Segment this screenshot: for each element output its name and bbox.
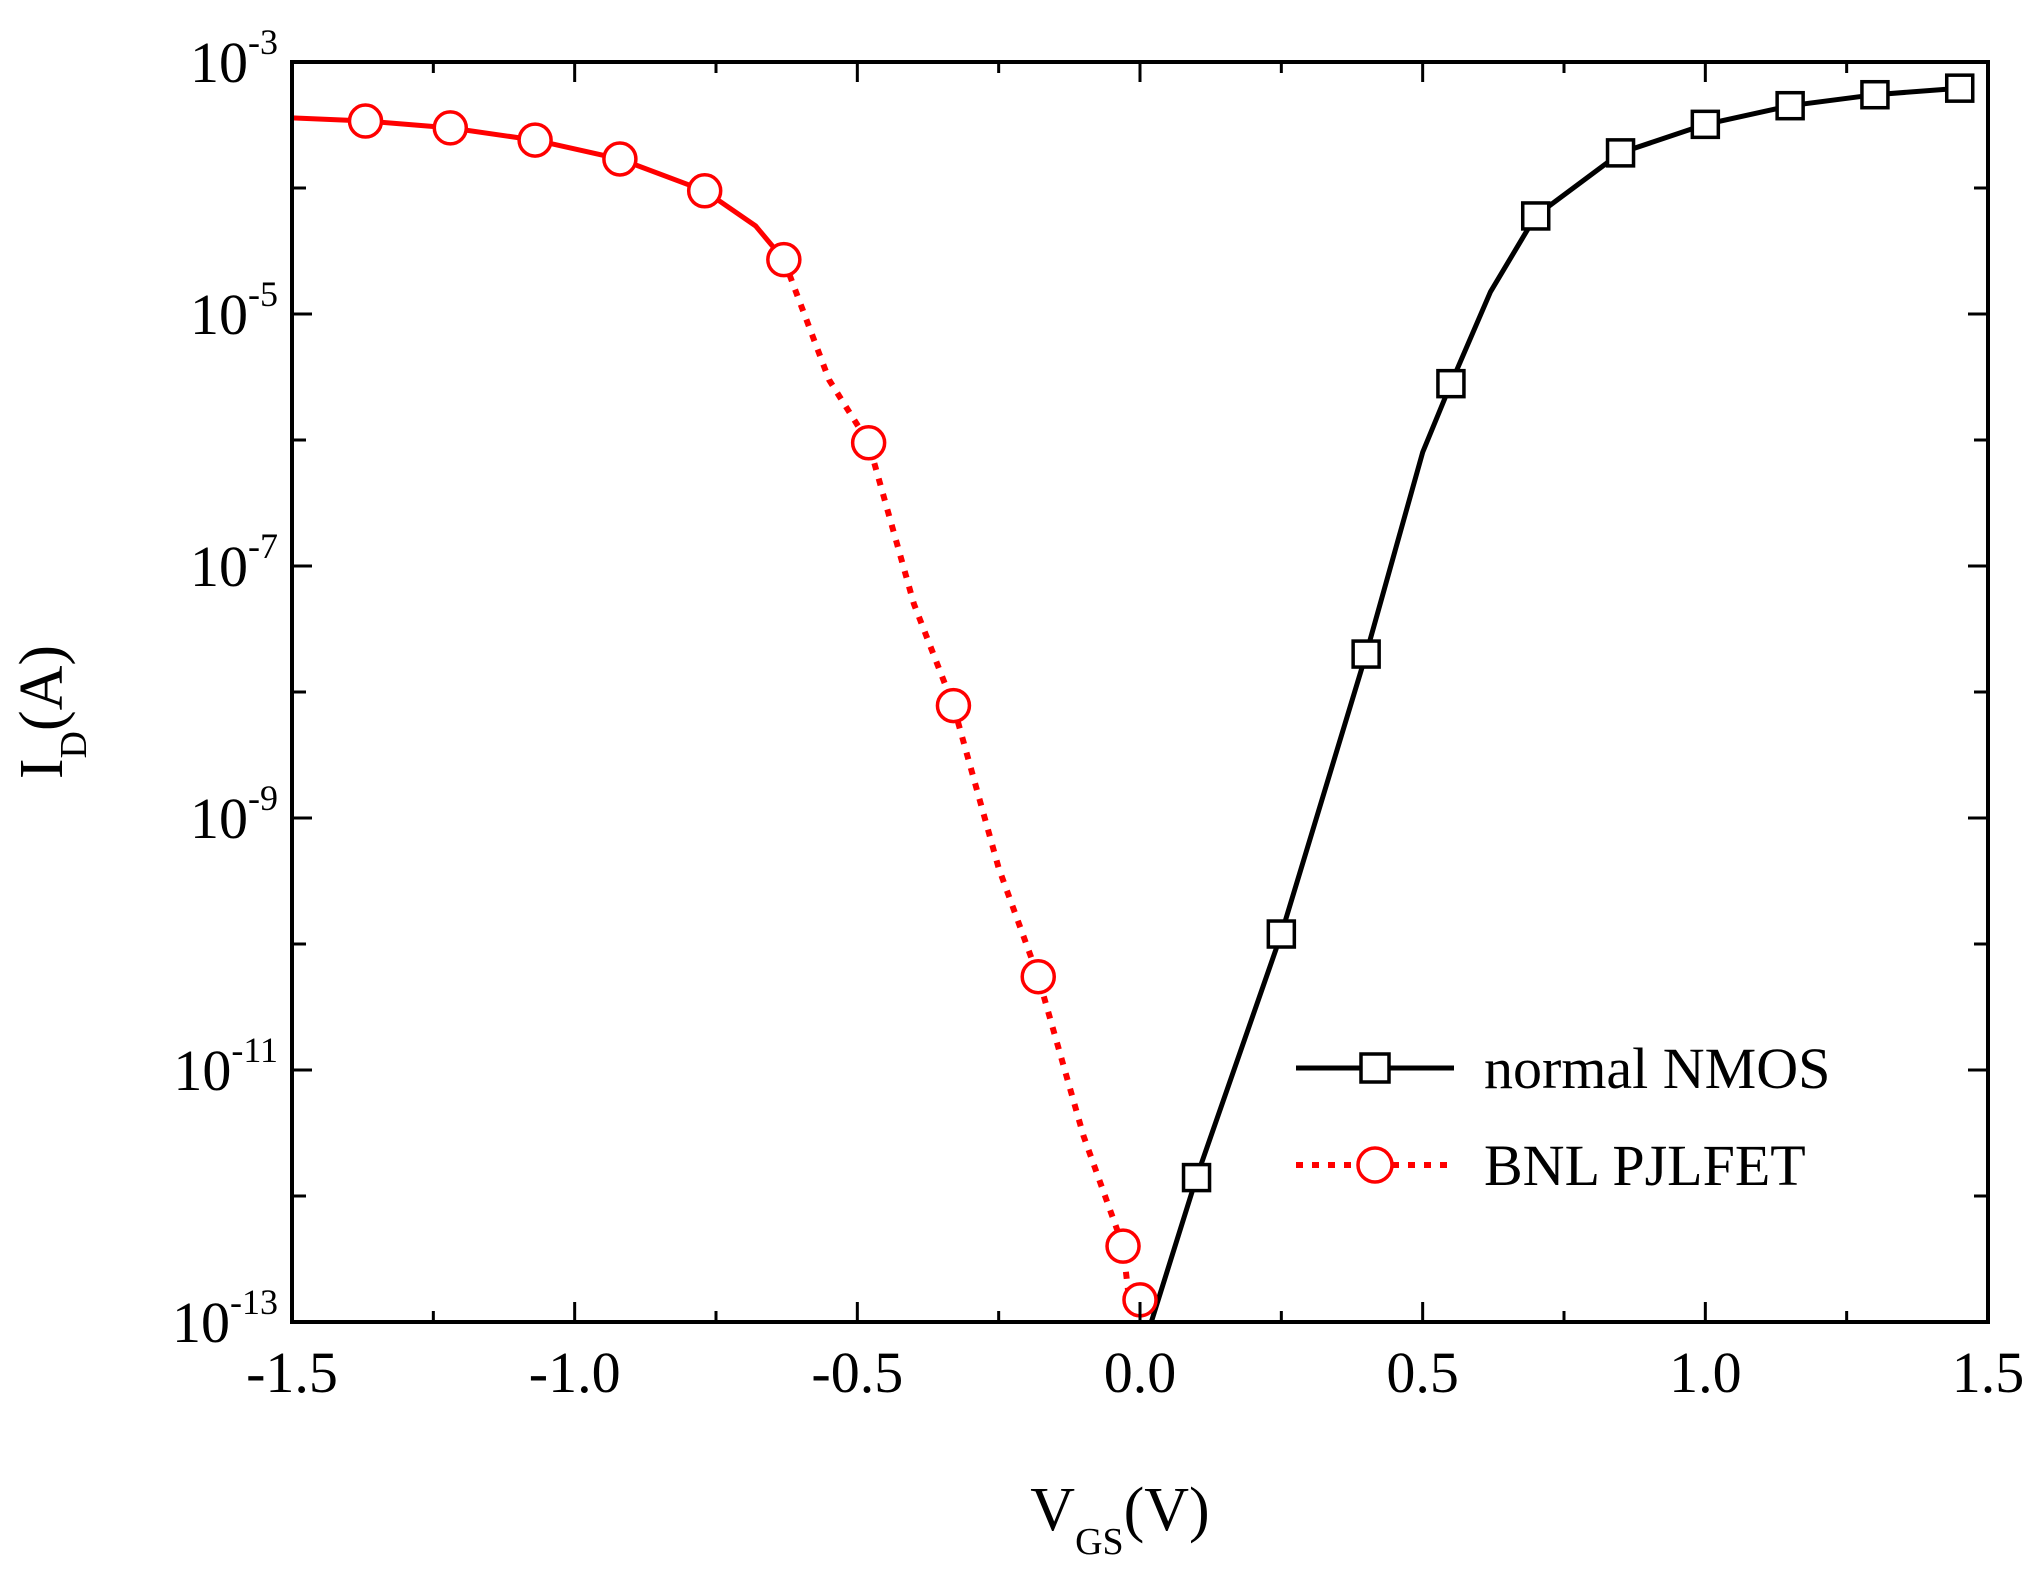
data-point — [1690, 109, 1721, 140]
data-point — [1020, 958, 1056, 995]
series-normal-nmos — [1148, 73, 1975, 1323]
x-tick-label: 0.5 — [1386, 1340, 1459, 1405]
plot-area — [291, 73, 1975, 1323]
y-tick-base: 10 — [173, 1038, 231, 1103]
legend-label: BNL PJLFET — [1484, 1133, 1806, 1198]
data-point — [1181, 1162, 1212, 1193]
legend-item: normal NMOS — [1296, 1036, 1830, 1101]
data-point — [1775, 90, 1805, 121]
x-axis-title-main: V — [1030, 1476, 1075, 1544]
data-point — [1105, 1228, 1141, 1264]
data-point — [1266, 919, 1297, 949]
y-tick-base: 10 — [190, 786, 248, 851]
data-point — [935, 687, 972, 724]
x-tick-label: 1.5 — [1952, 1340, 2025, 1405]
x-tick-label: 0.0 — [1104, 1340, 1177, 1405]
axes — [290, 60, 1990, 1324]
y-tick-base: 10 — [190, 534, 248, 599]
y-tick-base: 10 — [172, 1290, 230, 1355]
x-tick-label: 1.0 — [1669, 1340, 1742, 1405]
y-tick-label: 10-13 — [172, 1282, 278, 1355]
data-point — [1860, 79, 1890, 110]
data-point — [1944, 73, 1975, 103]
y-tick-exponent: -11 — [231, 1030, 278, 1070]
y-tick-exponent: -13 — [230, 1282, 278, 1322]
y-tick-label: 10-9 — [190, 778, 278, 851]
data-point — [432, 110, 469, 146]
data-point — [602, 141, 638, 177]
y-tick-label: 10-11 — [173, 1030, 278, 1103]
y-tick-base: 10 — [190, 30, 248, 95]
y-tick-label: 10-5 — [190, 274, 278, 347]
x-tick-label: -1.0 — [529, 1340, 621, 1405]
legend-marker — [1356, 1146, 1394, 1184]
y-axis-title: ID(A) — [8, 645, 95, 779]
x-axis-title-unit: (V) — [1124, 1476, 1210, 1544]
legend-label: normal NMOS — [1484, 1036, 1830, 1101]
data-point — [347, 103, 384, 139]
data-point — [766, 241, 802, 278]
y-axis-title-unit: (A) — [8, 645, 76, 731]
y-tick-exponent: -3 — [248, 22, 278, 62]
y-tick-exponent: -9 — [248, 778, 278, 818]
x-tick-label: -0.5 — [811, 1340, 903, 1405]
data-point — [1436, 368, 1466, 399]
y-axis-title-main: I — [8, 758, 76, 779]
y-tick-exponent: -5 — [248, 274, 278, 314]
y-tick-base: 10 — [190, 282, 248, 347]
data-point — [1351, 639, 1381, 669]
x-axis-title: VGS(V) — [1030, 1476, 1209, 1563]
tick-labels: -1.5 -1.0 -0.5 0.0 0.5 1.0 1.510-1310-1110-910… — [8, 22, 2024, 1563]
data-point — [1520, 201, 1551, 231]
data-point — [517, 122, 553, 158]
x-tick-label: -1.5 — [246, 1340, 338, 1405]
y-axis-title-sub: D — [53, 731, 95, 758]
data-point — [1605, 138, 1636, 168]
y-tick-label: 10-7 — [190, 526, 278, 599]
legend-marker — [1359, 1052, 1391, 1084]
x-axis-title-sub: GS — [1075, 1521, 1124, 1563]
y-tick-label: 10-3 — [190, 22, 278, 95]
data-point — [850, 425, 887, 461]
legend: normal NMOS BNL PJLFET — [1296, 1036, 1830, 1198]
data-point — [686, 173, 723, 209]
series-line-dotted — [780, 258, 1141, 1303]
series-bnl-pjlfet — [291, 103, 1158, 1318]
y-tick-exponent: -7 — [248, 526, 278, 566]
legend-item: BNL PJLFET — [1296, 1133, 1806, 1198]
